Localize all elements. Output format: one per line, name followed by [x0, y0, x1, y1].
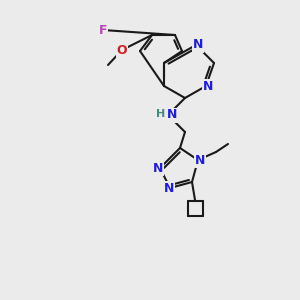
Text: H: H — [156, 109, 166, 119]
Text: N: N — [164, 182, 174, 194]
Text: N: N — [193, 38, 203, 52]
Text: N: N — [203, 80, 213, 92]
Text: N: N — [195, 154, 205, 166]
Text: N: N — [153, 161, 163, 175]
Text: O: O — [117, 44, 127, 56]
Text: N: N — [167, 109, 177, 122]
Text: F: F — [99, 23, 107, 37]
